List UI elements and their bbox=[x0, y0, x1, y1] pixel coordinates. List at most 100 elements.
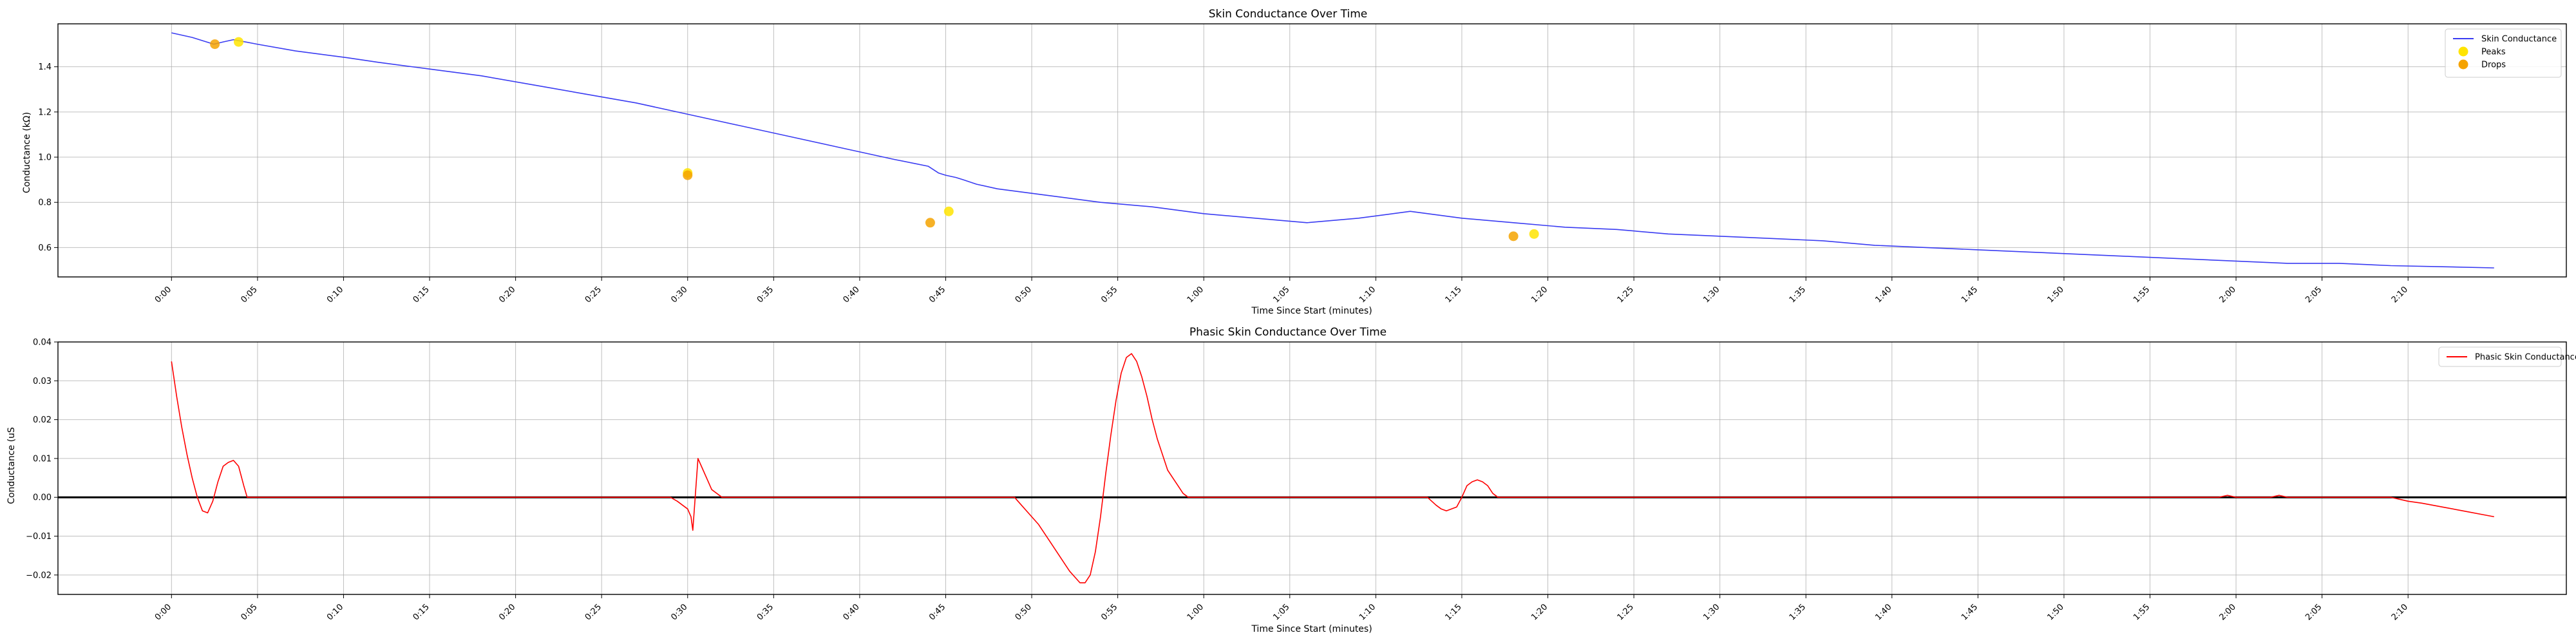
skin-conductance-plot-frame bbox=[57, 23, 2567, 278]
phasic-skin-conductance-title: Phasic Skin Conductance Over Time bbox=[1189, 326, 1387, 339]
phasic-skin-conductance-y-tick-label: −0.02 bbox=[26, 571, 52, 580]
phasic-skin-conductance-y-tick-label: 0.04 bbox=[33, 338, 52, 348]
phasic-skin-conductance-x-tick-label: 0:55 bbox=[1099, 602, 1119, 622]
phasic-skin-conductance-y-axis-label: Conductance (uS bbox=[6, 427, 17, 504]
skin-conductance-x-tick-label: 0:05 bbox=[239, 285, 259, 305]
skin-conductance-x-tick-label: 1:20 bbox=[1530, 285, 1549, 305]
skin-conductance-y-tick-label: 1.2 bbox=[38, 108, 52, 117]
phasic-skin-conductance-x-tick-label: 1:15 bbox=[1443, 602, 1463, 622]
skin-conductance-x-tick-label: 1:00 bbox=[1186, 285, 1206, 305]
skin-conductance-x-tick-label: 0:10 bbox=[325, 285, 345, 305]
skin-conductance-title: Skin Conductance Over Time bbox=[1209, 8, 1367, 21]
phasic-skin-conductance-y-tick-label: 0.00 bbox=[33, 493, 52, 503]
phasic-skin-conductance-x-tick-label: 2:00 bbox=[2218, 602, 2238, 622]
skin-conductance-x-tick-label: 0:15 bbox=[412, 285, 431, 305]
skin-conductance-x-tick-label: 1:10 bbox=[1358, 285, 1378, 305]
peaks-marker bbox=[234, 37, 244, 47]
legend-label: Peaks bbox=[2481, 48, 2506, 57]
legend-marker-swatch bbox=[2458, 46, 2468, 57]
phasic-skin-conductance-x-tick-label: 0:40 bbox=[841, 602, 861, 622]
skin-conductance-x-tick-label: 0:40 bbox=[841, 285, 861, 305]
phasic-skin-conductance-x-tick-label: 1:20 bbox=[1530, 602, 1549, 622]
phasic-skin-conductance-x-tick-label: 0:45 bbox=[927, 602, 947, 622]
skin-conductance-x-tick-label: 1:55 bbox=[2132, 285, 2152, 305]
phasic-skin-conductance-x-tick-label: 2:10 bbox=[2390, 602, 2410, 622]
phasic-skin-conductance-x-tick-label: 0:25 bbox=[583, 602, 603, 622]
skin-conductance-y-tick-label: 0.6 bbox=[38, 243, 52, 253]
phasic-skin-conductance-x-tick-label: 1:05 bbox=[1271, 602, 1291, 622]
skin-conductance-x-tick-label: 1:30 bbox=[1701, 285, 1721, 305]
phasic-skin-conductance-x-tick-label: 1:40 bbox=[1873, 602, 1893, 622]
phasic-skin-conductance-x-tick-label: 0:10 bbox=[325, 602, 345, 622]
skin-conductance-x-tick-label: 2:05 bbox=[2304, 285, 2324, 305]
skin-conductance-x-tick-label: 1:45 bbox=[1960, 285, 1980, 305]
phasic-skin-conductance-x-tick-label: 0:35 bbox=[755, 602, 775, 622]
drops-marker bbox=[210, 39, 220, 50]
phasic-skin-conductance-legend: Phasic Skin Conductance bbox=[2438, 346, 2576, 367]
skin-conductance-markers bbox=[210, 37, 1539, 242]
skin-conductance-x-tick-label: 1:40 bbox=[1873, 285, 1893, 305]
skin-conductance-x-tick-label: 1:25 bbox=[1616, 285, 1636, 305]
skin-conductance-series bbox=[171, 32, 2494, 269]
skin-conductance-grid bbox=[58, 24, 2566, 277]
phasic-skin-conductance-y-tick-label: 0.03 bbox=[33, 377, 52, 386]
legend-label: Drops bbox=[2481, 61, 2506, 70]
phasic-skin-conductance-x-tick-label: 0:20 bbox=[497, 602, 517, 622]
phasic-skin-conductance-x-tick-label: 1:25 bbox=[1616, 602, 1636, 622]
skin-conductance-x-tick-label: 0:35 bbox=[755, 285, 775, 305]
legend-label: Phasic Skin Conductance bbox=[2475, 353, 2576, 363]
legend-marker-swatch bbox=[2458, 59, 2468, 70]
peaks-marker bbox=[1529, 229, 1539, 239]
skin-conductance-x-tick-label: 2:10 bbox=[2390, 285, 2410, 305]
phasic-skin-conductance-x-tick-label: 2:05 bbox=[2304, 602, 2324, 622]
phasic-skin-conductance-x-tick-label: 1:50 bbox=[2046, 602, 2066, 622]
drops-marker bbox=[683, 170, 693, 180]
skin-conductance-y-axis-label: Conductance (kΩ) bbox=[22, 112, 32, 193]
skin-conductance-x-tick-label: 0:50 bbox=[1014, 285, 1034, 305]
phasic-skin-conductance-x-tick-label: 0:15 bbox=[412, 602, 431, 622]
skin-conductance-x-tick-label: 1:15 bbox=[1443, 285, 1463, 305]
skin-conductance-y-tick-label: 1.0 bbox=[38, 153, 52, 163]
phasic-skin-conductance-x-tick-label: 0:00 bbox=[153, 602, 173, 622]
legend-label: Skin Conductance bbox=[2481, 35, 2557, 44]
skin-conductance-ticks: 0:00 0:05 0:10 0:15 0:20 0:25 0:30 0:35 0:40 0:45… bbox=[38, 62, 2410, 305]
skin-conductance-x-tick-label: 0:30 bbox=[669, 285, 689, 305]
skin-conductance-x-tick-label: 0:25 bbox=[583, 285, 603, 305]
phasic-skin-conductance-chart: Phasic Skin Conductance Over Time Time S… bbox=[6, 326, 2576, 634]
skin-conductance-legend-box bbox=[2445, 28, 2562, 78]
phasic-skin-conductance-x-tick-label: 1:30 bbox=[1701, 602, 1721, 622]
phasic-skin-conductance-x-tick-label: 1:45 bbox=[1960, 602, 1980, 622]
skin-conductance-legend: Skin Conductance Peaks Drops bbox=[2445, 28, 2562, 78]
phasic-skin-conductance-series bbox=[171, 353, 2494, 583]
skin-conductance-x-axis-label: Time Since Start (minutes) bbox=[1251, 306, 1372, 316]
phasic-skin-conductance-ticks: 0:00 0:05 0:10 0:15 0:20 0:25 0:30 0:35 0:40 0:45… bbox=[26, 338, 2410, 623]
phasic-skin-conductance-grid bbox=[58, 341, 2566, 594]
skin-conductance-x-tick-label: 1:35 bbox=[1788, 285, 1808, 305]
phasic-skin-conductance-x-axis-label: Time Since Start (minutes) bbox=[1251, 624, 1372, 634]
phasic-skin-conductance-x-tick-label: 0:05 bbox=[239, 602, 259, 622]
skin-conductance-x-tick-label: 0:00 bbox=[153, 285, 173, 305]
phasic-skin-conductance-y-tick-label: −0.01 bbox=[26, 532, 52, 542]
phasic-skin-conductance-x-tick-label: 1:35 bbox=[1788, 602, 1808, 622]
skin-conductance-x-tick-label: 2:00 bbox=[2218, 285, 2238, 305]
drops-marker bbox=[925, 218, 935, 228]
phasic-skin-conductance-x-tick-label: 0:30 bbox=[669, 602, 689, 622]
skin-conductance-y-tick-label: 0.8 bbox=[38, 198, 52, 208]
phasic-skin-conductance-y-tick-label: 0.02 bbox=[33, 415, 52, 425]
drops-marker bbox=[1508, 231, 1519, 242]
phasic-skin-conductance-x-tick-label: 0:50 bbox=[1014, 602, 1034, 622]
peaks-marker bbox=[943, 206, 954, 216]
skin-conductance-x-tick-label: 0:20 bbox=[497, 285, 517, 305]
skin-conductance-x-tick-label: 1:50 bbox=[2046, 285, 2066, 305]
skin-conductance-x-tick-label: 0:55 bbox=[1099, 285, 1119, 305]
skin-conductance-x-tick-label: 1:05 bbox=[1271, 285, 1291, 305]
skin-conductance-x-tick-label: 0:45 bbox=[927, 285, 947, 305]
phasic-skin-conductance-x-tick-label: 1:55 bbox=[2132, 602, 2152, 622]
series-line bbox=[171, 32, 2494, 269]
phasic-skin-conductance-x-tick-label: 1:10 bbox=[1358, 602, 1378, 622]
phasic-skin-conductance-y-tick-label: 0.01 bbox=[33, 454, 52, 464]
series-line bbox=[171, 353, 2494, 583]
phasic-skin-conductance-legend-box bbox=[2438, 346, 2562, 367]
skin-conductance-chart: Skin Conductance Over Time Time Since St… bbox=[22, 8, 2567, 316]
